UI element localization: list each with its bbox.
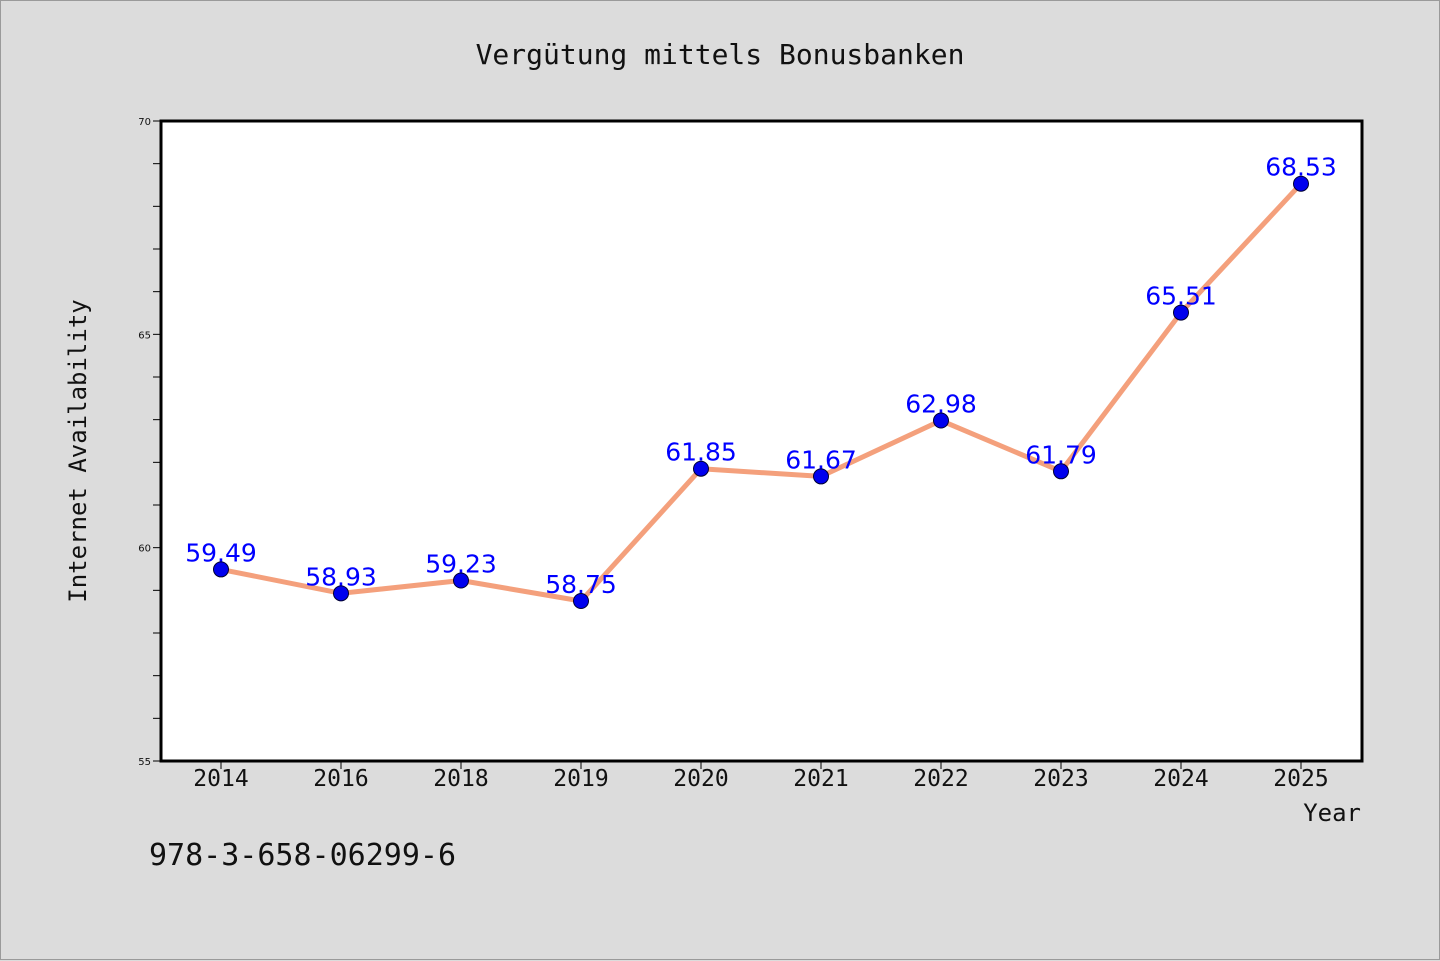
data-point-marker [813,468,829,485]
data-point-marker [693,460,709,477]
x-tick-label: 2018 [433,766,488,792]
y-tick-label: 70 [138,117,151,128]
x-tick-label: 2025 [1273,766,1328,792]
x-axis-label: Year [1303,799,1361,827]
data-point-marker [1293,175,1309,192]
data-point-marker [1053,463,1069,480]
y-tick-label: 60 [138,544,151,555]
x-tick-label: 2022 [913,766,968,792]
data-point-marker [213,561,229,578]
data-point-marker [573,593,589,609]
y-axis-label: Internet Availability [64,299,92,602]
x-tick-label: 2024 [1153,766,1208,792]
data-point-marker [453,572,469,589]
data-label: 58.75 [545,570,617,599]
x-tick-label: 2020 [673,766,728,792]
data-point-marker [933,412,949,429]
series-line [218,181,1304,604]
isbn-footnote: 978-3-658-06299-6 [149,838,456,873]
plot-area [159,119,1364,763]
data-label: 62.98 [905,390,977,419]
data-label: 61.67 [785,445,857,474]
data-label: 65.51 [1145,282,1217,311]
y-axis-ticks: 55 60 65 70 [138,117,161,768]
x-tick-label: 2016 [313,766,368,792]
x-tick-label: 2019 [553,766,608,792]
data-point-marker [1173,304,1189,321]
data-point-marker [333,585,349,602]
data-label: 68.53 [1265,153,1337,182]
data-label: 58.93 [305,562,377,591]
chart-title: Vergütung mittels Bonusbanken [476,38,965,71]
series-markers [213,175,1309,609]
data-label: 59.49 [185,538,257,567]
data-label: 59.23 [425,550,497,579]
y-tick-label: 55 [138,757,151,768]
x-tick-label: 2021 [793,766,848,792]
data-label: 61.85 [665,438,737,467]
data-labels: 59.49 58.93 59.23 58.75 61.85 61.67 62.98 61.79… [185,153,1337,599]
data-label: 61.79 [1025,440,1097,469]
x-tick-label: 2023 [1033,766,1088,792]
x-tick-label: 2014 [193,766,248,792]
x-axis-ticks: 2014 2016 2018 2019 2020 2021 2022 2023 2024 2025 [193,761,1329,792]
y-tick-label: 65 [138,330,151,341]
